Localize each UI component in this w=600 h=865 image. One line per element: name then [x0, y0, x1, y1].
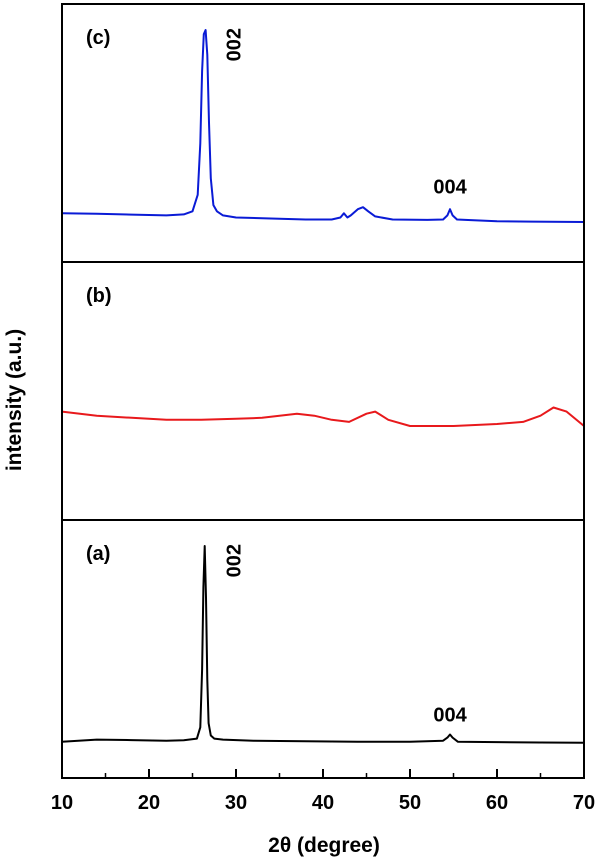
- x-axis-label: 2θ (degree): [268, 834, 380, 857]
- peak-label-002: 002: [223, 544, 245, 577]
- peak-label-004: 004: [433, 176, 467, 198]
- panel-a: (a) 002 004: [61, 519, 585, 744]
- peak-label-002: 002: [223, 28, 245, 61]
- x-tick-label-10: 10: [51, 792, 73, 814]
- x-tick-label-60: 60: [486, 792, 508, 814]
- series-line-b-0: [61, 406, 585, 427]
- x-tick-label-20: 20: [138, 792, 160, 814]
- x-tick-label-40: 40: [312, 792, 334, 814]
- panel-label: (a): [86, 543, 110, 565]
- x-tick-label-50: 50: [399, 792, 421, 814]
- series-line-c-0: [61, 29, 585, 223]
- x-tick-label-30: 30: [225, 792, 247, 814]
- panel-b: (b): [61, 261, 585, 427]
- plot-area: (c) 002 004 (b) (a) 002 004 10 20 30 40 50 60 70: [51, 3, 595, 814]
- x-tick-label-70: 70: [573, 792, 595, 814]
- panel-label: (b): [86, 285, 112, 307]
- peak-label-004: 004: [433, 705, 467, 727]
- plot-frame: [61, 3, 585, 779]
- y-axis-label: intensity (a.u.): [3, 329, 26, 471]
- panel-c: (c) 002 004: [61, 27, 585, 223]
- series-line-a-0: [61, 545, 585, 744]
- panel-label: (c): [86, 27, 110, 49]
